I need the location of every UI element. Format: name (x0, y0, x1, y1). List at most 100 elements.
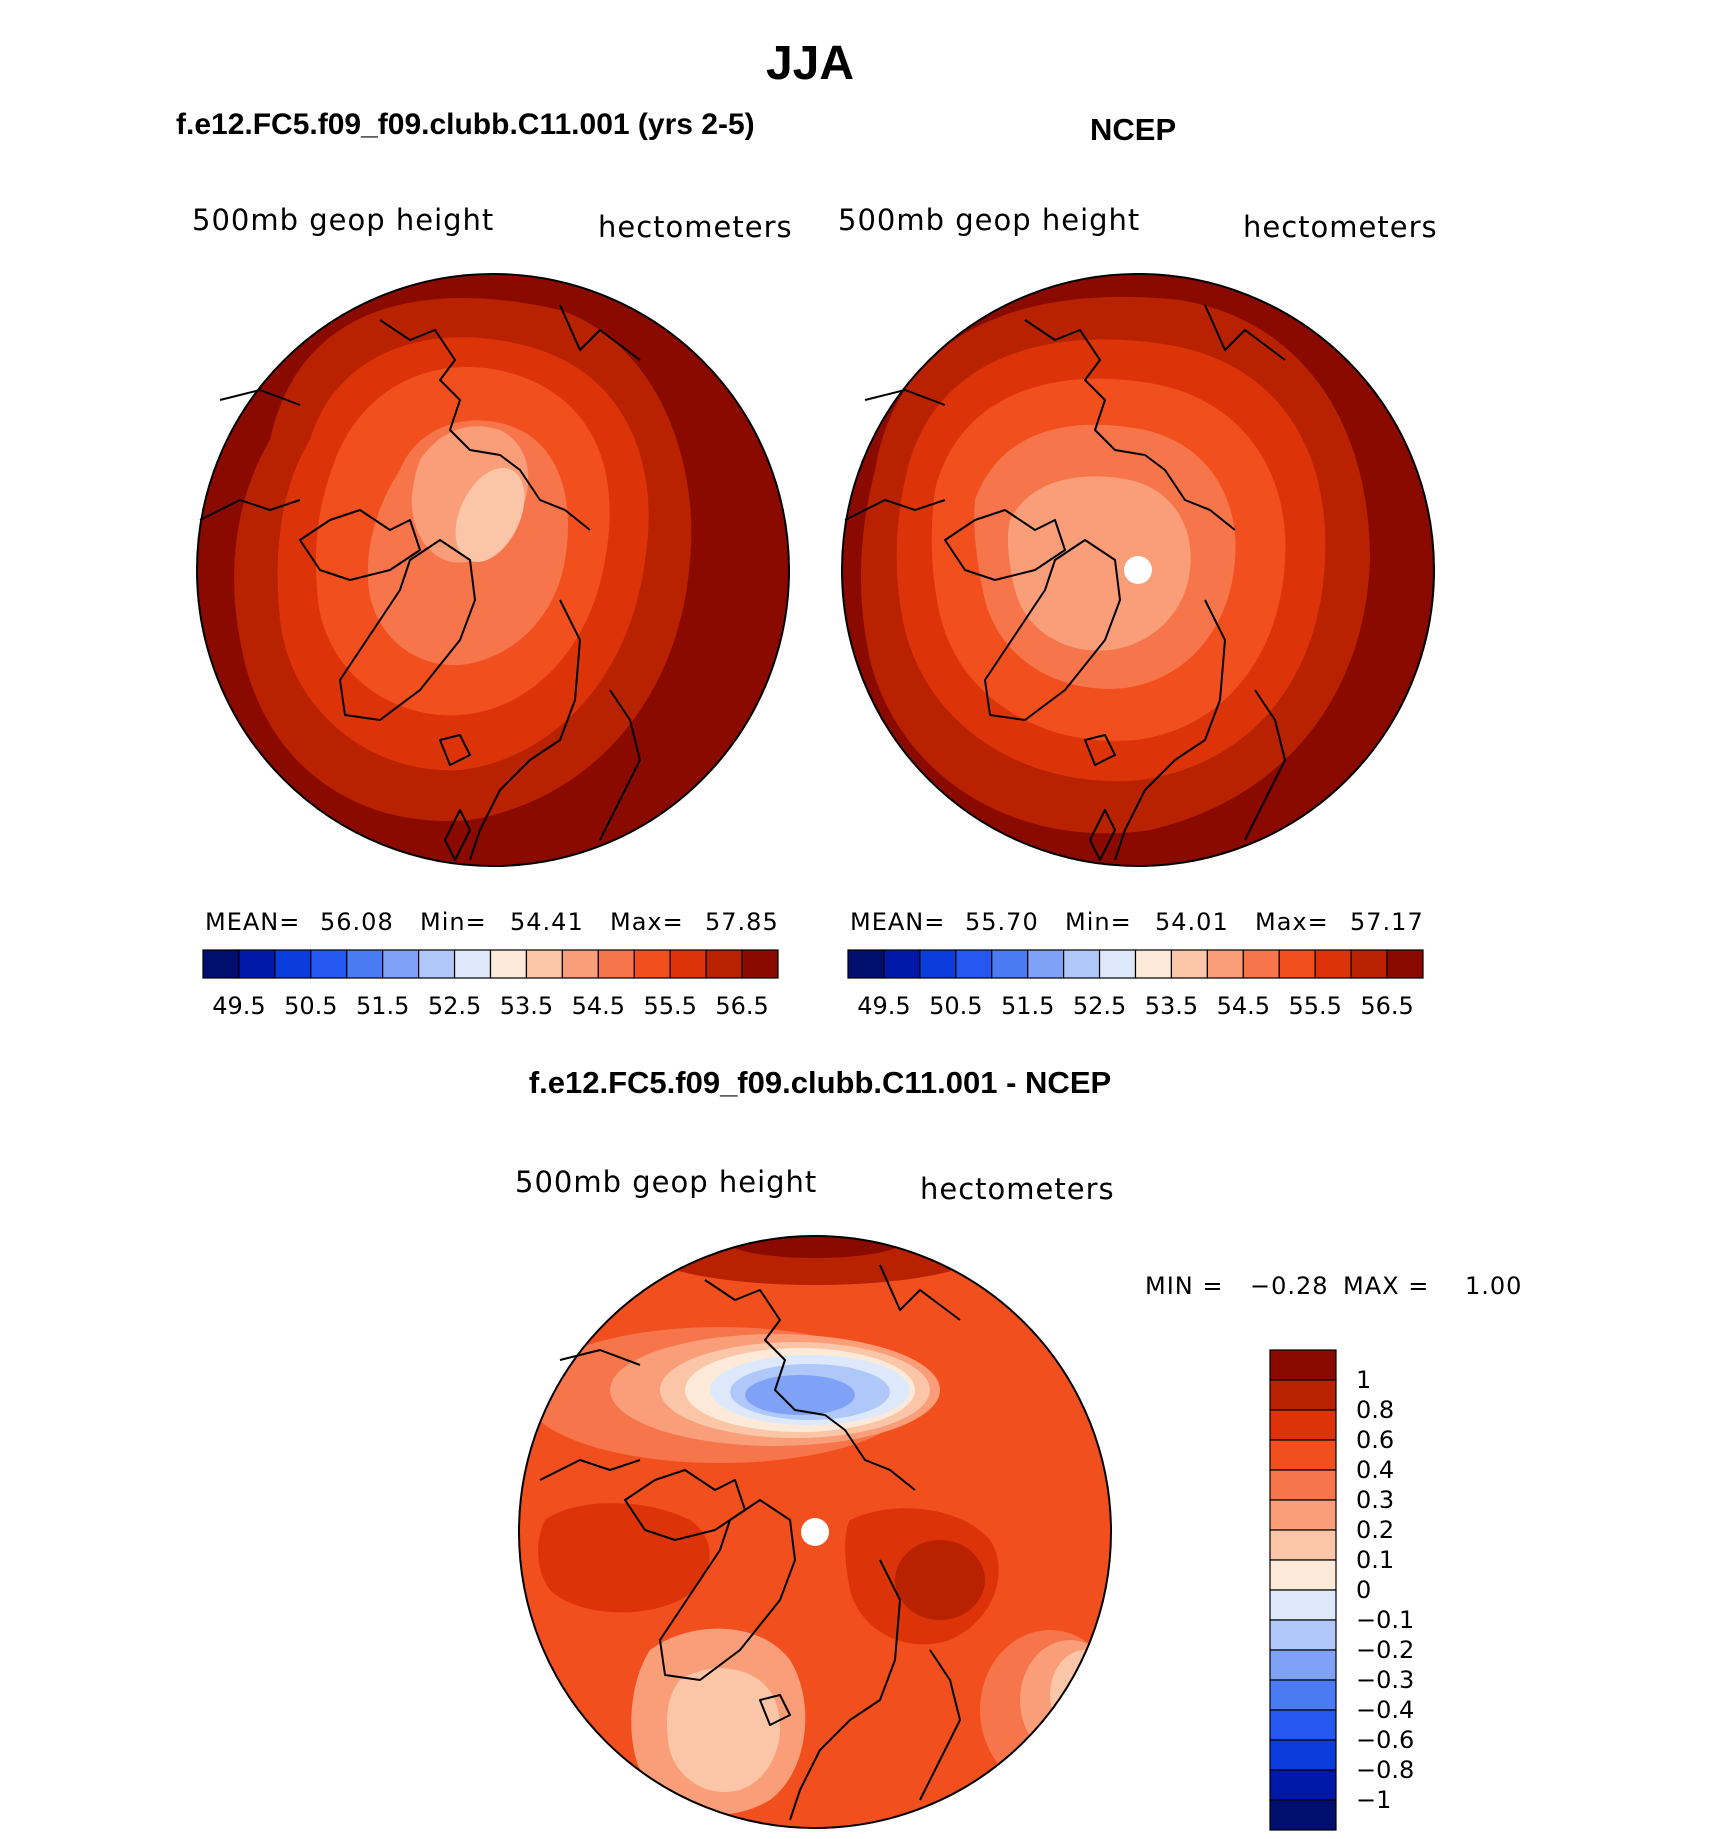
obs-colorbar-swatch (1386, 949, 1424, 979)
diff-colorbar-tick-label: 0.2 (1356, 1516, 1394, 1544)
obs-colorbar-swatch (919, 949, 957, 979)
obs-colorbar-swatch (1278, 949, 1316, 979)
obs-colorbar-tick-label: 51.5 (1001, 992, 1054, 1020)
diff-colorbar-tick-label: 1 (1356, 1366, 1371, 1394)
obs-min-value: 54.01 (1155, 908, 1229, 936)
model-colorbar-swatch (310, 949, 348, 979)
obs-colorbar: 49.5 50.5 51.5 52.5 53.5 54.5 55.5 56.5 (847, 949, 1424, 1020)
model-colorbar-swatch (705, 949, 743, 979)
model-max-value: 57.85 (705, 908, 779, 936)
obs-colorbar-swatch (1170, 949, 1208, 979)
diff-colorbar-swatch (1269, 1469, 1337, 1501)
diff-colorbar-tick-label: −0.6 (1356, 1726, 1414, 1754)
obs-min-label: Min= (1065, 908, 1132, 936)
model-colorbar-swatch (633, 949, 671, 979)
obs-colorbar-swatch (1314, 949, 1352, 979)
diff-colorbar-tick-label: 0.3 (1356, 1486, 1394, 1514)
obs-units-label: hectometers (1243, 210, 1438, 244)
diff-colorbar-swatch (1269, 1379, 1337, 1411)
model-colorbar-swatch (669, 949, 707, 979)
model-map (197, 274, 789, 866)
model-colorbar-swatch (274, 949, 312, 979)
obs-colorbar-tick-label: 52.5 (1073, 992, 1126, 1020)
obs-colorbar-tick-label: 53.5 (1145, 992, 1198, 1020)
figure-title: JJA (765, 37, 855, 90)
diff-colorbar: 10.80.60.40.30.20.10−0.1−0.2−0.3−0.4−0.6… (1269, 1349, 1414, 1831)
model-colorbar-tick-label: 56.5 (715, 992, 768, 1020)
diff-colorbar-tick-label: −0.8 (1356, 1756, 1414, 1784)
diff-colorbar-tick-label: −0.3 (1356, 1666, 1414, 1694)
diff-colorbar-swatch (1269, 1739, 1337, 1771)
obs-map-border (841, 273, 1435, 867)
model-mean-value: 56.08 (320, 908, 394, 936)
model-colorbar-swatch (202, 949, 240, 979)
obs-colorbar-swatch (1027, 949, 1065, 979)
diff-colorbar-swatch (1269, 1409, 1337, 1441)
diff-colorbar-swatch (1269, 1439, 1337, 1471)
model-colorbar-swatch (741, 949, 779, 979)
diff-colorbar-swatch (1269, 1649, 1337, 1681)
model-colorbar-tick-label: 55.5 (643, 992, 696, 1020)
model-variable-label: 500mb geop height (192, 203, 495, 237)
diff-colorbar-swatch (1269, 1709, 1337, 1741)
diff-panel-title: f.e12.FC5.f09_f09.clubb.C11.001 - NCEP (528, 1065, 1112, 1100)
model-colorbar: 49.5 50.5 51.5 52.5 53.5 54.5 55.5 56.5 (202, 949, 779, 1020)
obs-max-label: Max= (1255, 908, 1329, 936)
model-min-value: 54.41 (510, 908, 584, 936)
model-colorbar-tick-label: 51.5 (356, 992, 409, 1020)
obs-variable-label: 500mb geop height (838, 203, 1141, 237)
diff-max-value: 1.00 (1465, 1272, 1523, 1300)
obs-max-value: 57.17 (1350, 908, 1424, 936)
diff-map-border (518, 1235, 1112, 1829)
diff-colorbar-tick-label: 0.1 (1356, 1546, 1394, 1574)
diff-colorbar-swatch (1269, 1589, 1337, 1621)
obs-pole-marker (1124, 556, 1152, 584)
diff-colorbar-tick-label: −0.4 (1356, 1696, 1414, 1724)
diff-min-label: MIN = (1145, 1272, 1224, 1300)
diff-colorbar-tick-label: −0.2 (1356, 1636, 1414, 1664)
model-colorbar-swatch (453, 949, 492, 979)
obs-colorbar-tick-label: 50.5 (929, 992, 982, 1020)
obs-panel-title: NCEP (1090, 112, 1177, 147)
diff-colorbar-tick-label: 0.8 (1356, 1396, 1394, 1424)
model-colorbar-swatch (418, 949, 456, 979)
obs-colorbar-swatch (1134, 949, 1173, 979)
obs-mean-label: MEAN= (850, 908, 946, 936)
diff-variable-label: 500mb geop height (515, 1165, 818, 1199)
diff-colorbar-tick-label: −0.1 (1356, 1606, 1414, 1634)
diff-colorbar-swatch (1269, 1769, 1337, 1801)
diff-colorbar-swatch (1269, 1619, 1337, 1651)
model-colorbar-tick-label: 54.5 (572, 992, 625, 1020)
diff-colorbar-swatch (1269, 1499, 1337, 1531)
model-min-label: Min= (420, 908, 487, 936)
diff-min-value: −0.28 (1250, 1272, 1329, 1300)
obs-colorbar-swatch (955, 949, 993, 979)
obs-colorbar-tick-label: 54.5 (1217, 992, 1270, 1020)
model-mean-label: MEAN= (205, 908, 301, 936)
diff-units-label: hectometers (920, 1172, 1115, 1206)
diff-pole-marker (801, 1518, 829, 1546)
model-units-label: hectometers (598, 210, 793, 244)
diff-colorbar-swatch (1269, 1349, 1337, 1381)
model-colorbar-swatch (346, 949, 384, 979)
model-colorbar-swatch (525, 949, 563, 979)
obs-colorbar-tick-label: 49.5 (857, 992, 910, 1020)
coastlines (199, 304, 1286, 1821)
model-colorbar-tick-label: 49.5 (212, 992, 265, 1020)
obs-colorbar-swatch (883, 949, 921, 979)
diff-colorbar-tick-label: 0.6 (1356, 1426, 1394, 1454)
diff-max-label: MAX = (1343, 1272, 1430, 1300)
obs-colorbar-swatch (1242, 949, 1280, 979)
diff-colorbar-tick-label: 0.4 (1356, 1456, 1394, 1484)
obs-colorbar-swatch (1206, 949, 1244, 979)
obs-colorbar-swatch (991, 949, 1029, 979)
diff-colorbar-swatch (1269, 1679, 1337, 1711)
obs-colorbar-swatch (1098, 949, 1137, 979)
model-colorbar-swatch (238, 949, 276, 979)
model-colorbar-swatch (597, 949, 635, 979)
diff-colorbar-swatch (1269, 1559, 1337, 1591)
obs-mean-value: 55.70 (965, 908, 1039, 936)
obs-colorbar-tick-label: 56.5 (1360, 992, 1413, 1020)
model-panel-title: f.e12.FC5.f09_f09.clubb.C11.001 (yrs 2-5… (176, 108, 755, 141)
